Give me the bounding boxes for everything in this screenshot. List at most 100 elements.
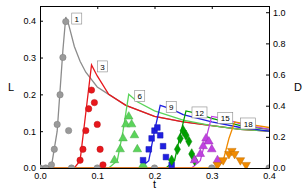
series-label: 6 bbox=[135, 90, 145, 101]
marker bbox=[140, 157, 146, 163]
tick: 0.4 bbox=[266, 101, 286, 111]
tick: 0.0 bbox=[23, 163, 43, 173]
marker bbox=[266, 165, 269, 168]
tick-mark bbox=[266, 137, 269, 138]
label-box bbox=[166, 101, 176, 112]
axis-line bbox=[40, 7, 41, 169]
marker bbox=[205, 137, 214, 144]
tick-label: 0.2 bbox=[273, 132, 286, 142]
marker bbox=[88, 87, 94, 93]
tick-label: 0.3 bbox=[23, 53, 36, 63]
marker bbox=[94, 165, 100, 168]
marker bbox=[163, 154, 169, 160]
label-text: 1 bbox=[75, 15, 80, 24]
tick bbox=[97, 6, 98, 9]
axis-top bbox=[41, 6, 270, 9]
marker bbox=[155, 125, 161, 131]
tick-mark bbox=[40, 21, 43, 22]
line bbox=[40, 111, 269, 168]
series-label: 12 bbox=[192, 107, 207, 118]
label-text: 3 bbox=[100, 63, 105, 72]
label-box bbox=[218, 112, 233, 123]
marker bbox=[186, 136, 192, 147]
tick: 0.1 bbox=[23, 127, 43, 137]
marker bbox=[174, 144, 180, 155]
marker bbox=[119, 133, 128, 140]
marker bbox=[127, 119, 136, 126]
marker bbox=[219, 158, 228, 165]
plot: 0.00.10.20.30.40.00.10.20.30.40.00.20.40… bbox=[23, 6, 285, 181]
line bbox=[40, 105, 269, 168]
tick: 0.6 bbox=[266, 70, 286, 80]
marker bbox=[116, 144, 125, 151]
marker bbox=[63, 18, 69, 24]
series-label: 1 bbox=[72, 13, 82, 24]
tick-mark bbox=[40, 131, 43, 132]
tick-label: 0.6 bbox=[273, 70, 286, 80]
tick-label: 0.8 bbox=[273, 39, 286, 49]
axis-title: L bbox=[8, 81, 14, 93]
series-label: 15 bbox=[218, 112, 233, 123]
label-box bbox=[72, 13, 82, 24]
tick: 0.3 bbox=[23, 53, 43, 63]
line bbox=[40, 94, 269, 168]
marker bbox=[48, 162, 54, 168]
marker bbox=[149, 136, 155, 142]
marker bbox=[242, 162, 251, 168]
tick-label: 1.0 bbox=[273, 8, 286, 18]
marker bbox=[146, 146, 152, 152]
marker bbox=[60, 54, 66, 60]
label-box bbox=[135, 90, 145, 101]
chart: 0.00.10.20.30.40.00.10.20.30.40.00.20.40… bbox=[0, 0, 305, 189]
marker bbox=[91, 99, 97, 105]
tick-label: 0.4 bbox=[273, 101, 286, 111]
marker bbox=[57, 92, 63, 98]
tick-label: 0.3 bbox=[206, 171, 219, 181]
tick: 0.0 bbox=[266, 163, 286, 173]
tick-label: 0.1 bbox=[91, 171, 104, 181]
series-labels: 1 3 6 9 12 15 18 bbox=[72, 13, 256, 129]
marker bbox=[124, 112, 133, 119]
tick-mark bbox=[40, 168, 43, 169]
line bbox=[40, 122, 269, 168]
marker bbox=[157, 132, 163, 138]
marker bbox=[77, 157, 83, 163]
marker bbox=[43, 165, 49, 168]
label-box bbox=[241, 118, 256, 129]
axis-line bbox=[269, 7, 270, 169]
series-label: 18 bbox=[241, 118, 256, 129]
axis-line bbox=[41, 168, 270, 169]
axis: 0.0 0.2 0.4 0.6 0.8 1.0 bbox=[266, 7, 286, 174]
label-text: 15 bbox=[221, 114, 230, 123]
marker bbox=[160, 143, 166, 149]
line bbox=[40, 116, 269, 168]
tick-mark bbox=[266, 75, 269, 76]
marker bbox=[169, 155, 175, 166]
series-label: 3 bbox=[98, 61, 108, 72]
tick-mark bbox=[40, 94, 43, 95]
axis: 0.00.10.20.30.4 bbox=[23, 7, 43, 174]
marker bbox=[207, 144, 216, 151]
tick-label: 0.0 bbox=[273, 163, 286, 173]
tick bbox=[155, 6, 156, 9]
marker bbox=[213, 162, 222, 168]
marker bbox=[209, 165, 215, 168]
label-text: 9 bbox=[169, 103, 174, 112]
marker bbox=[133, 144, 142, 151]
tick-mark bbox=[266, 12, 269, 13]
tick-mark bbox=[155, 6, 156, 9]
marker bbox=[80, 146, 86, 152]
tick-label: 0.0 bbox=[34, 171, 47, 181]
tick: 1.0 bbox=[266, 8, 286, 18]
tick-label: 0.4 bbox=[23, 16, 36, 26]
series-label: 9 bbox=[166, 101, 176, 112]
marker bbox=[85, 106, 91, 112]
tick-mark bbox=[212, 6, 213, 9]
label-text: 12 bbox=[195, 109, 204, 118]
tick: 0.2 bbox=[266, 132, 286, 142]
marker bbox=[151, 165, 157, 168]
marker bbox=[65, 127, 71, 133]
line bbox=[40, 17, 269, 168]
tick bbox=[212, 6, 213, 9]
marker bbox=[100, 162, 106, 168]
